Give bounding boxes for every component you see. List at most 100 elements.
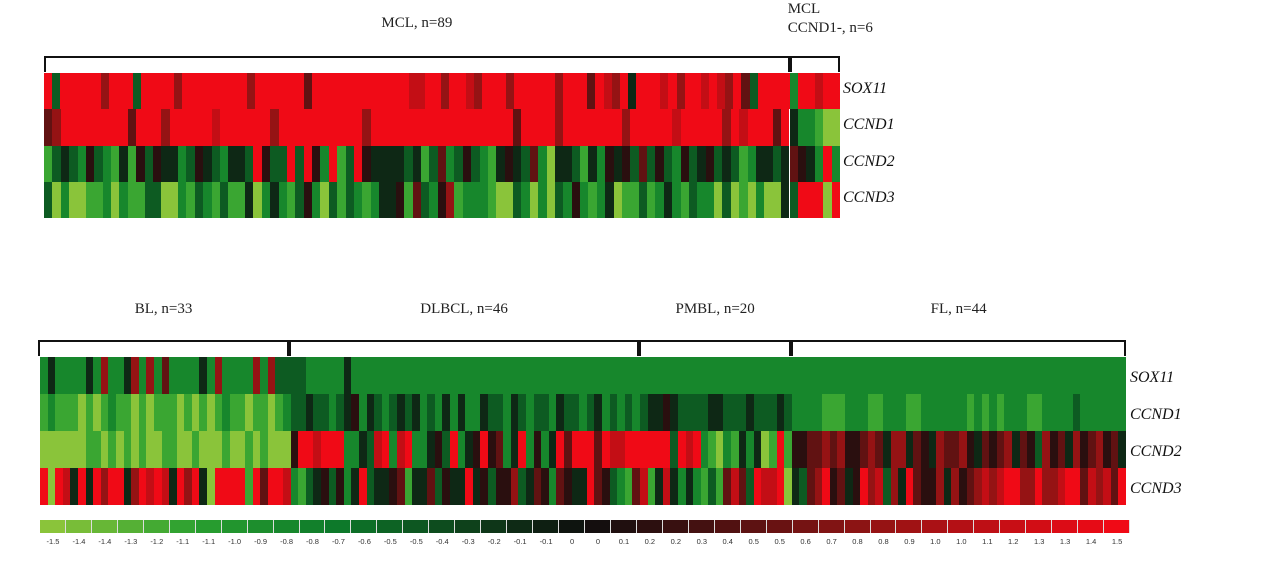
heatmap-cell [951, 394, 959, 431]
scale-label: 0.5 [774, 537, 785, 546]
heatmap-cell [222, 357, 230, 394]
heatmap-cell [60, 181, 70, 218]
heatmap-cell [146, 357, 154, 394]
heatmap-cell [588, 181, 597, 218]
heatmap-cell [1050, 357, 1058, 394]
heatmap-cell [814, 394, 823, 431]
heatmap-cell [479, 145, 488, 182]
heatmap-cell [670, 394, 678, 431]
heatmap-cell [157, 73, 166, 110]
scale-label: -0.4 [435, 537, 449, 546]
heatmap-cell [533, 394, 542, 431]
heatmap-cell [184, 468, 192, 505]
heatmap-cell [362, 109, 371, 146]
heatmap-cell [521, 145, 530, 182]
heatmap-cell [252, 357, 261, 394]
heatmap-cell [791, 394, 800, 431]
gene-label: CCND1 [1130, 405, 1182, 423]
heatmap-cell [343, 468, 352, 505]
heatmap-cell [769, 357, 777, 394]
heatmap-cell [47, 357, 56, 394]
heatmap-cell [769, 394, 777, 431]
heatmap-cell [693, 357, 701, 394]
heatmap-cell [62, 357, 71, 394]
heatmap-cell [890, 431, 899, 468]
heatmap-cell [119, 181, 128, 218]
heatmap-cell [538, 145, 547, 182]
heatmap-cell [510, 357, 519, 394]
heatmap-cell [389, 431, 397, 468]
heatmap-cell [429, 109, 438, 146]
heatmap-cell [203, 145, 212, 182]
sample-group: MCL CCND1-, n=6 [788, 0, 873, 72]
heatmap-cell [905, 394, 914, 431]
heatmap-cell [1118, 468, 1126, 505]
scale-step: -0.9 [247, 520, 274, 546]
heatmap-cell [169, 468, 177, 505]
scale-step: 0.2 [636, 520, 663, 546]
heatmap-cell [518, 394, 527, 431]
heatmap-cell [660, 73, 669, 110]
heatmap-cell [1118, 394, 1126, 431]
heatmap-cell [169, 357, 177, 394]
heatmap-cell [1095, 357, 1104, 394]
heatmap-cell [913, 394, 921, 431]
heatmap-cell [252, 394, 261, 431]
heatmap-cell [479, 109, 488, 146]
heatmap-cell [586, 431, 595, 468]
heatmap-cell [55, 394, 63, 431]
scale-swatch [818, 520, 845, 533]
heatmap-cell [153, 468, 162, 505]
heatmap-cell [328, 468, 337, 505]
heatmap-cell [639, 468, 648, 505]
heatmap-cell [271, 73, 280, 110]
heatmap-cell [146, 431, 154, 468]
heatmap-cell [715, 431, 724, 468]
heatmap-cell [814, 431, 823, 468]
heatmap-cell [613, 181, 622, 218]
heatmap-cell [905, 468, 914, 505]
heatmap-cell [829, 357, 838, 394]
heatmap-cell [228, 109, 237, 146]
group-label: FL, n=44 [930, 301, 987, 317]
heatmap-cell [981, 468, 990, 505]
heatmap-cell [989, 468, 997, 505]
heatmap-cell [632, 357, 640, 394]
heatmap-cell [700, 468, 709, 505]
heatmap-cell [739, 181, 748, 218]
heatmap-cell [425, 73, 434, 110]
heatmap-cell [199, 468, 208, 505]
heatmap-cell [270, 181, 279, 218]
scale-step: 0.1 [610, 520, 637, 546]
heatmap-cell [875, 468, 883, 505]
group-segment [791, 394, 1126, 431]
heatmap-cell [746, 394, 754, 431]
heatmap-cell [488, 394, 496, 431]
heatmap-cell [1027, 394, 1035, 431]
heatmap-cell [260, 431, 268, 468]
heatmap-cell [374, 468, 382, 505]
scale-label: 1.3 [1033, 537, 1045, 546]
sample-group: BL, n=33 [38, 300, 290, 356]
heatmap-cell [723, 431, 732, 468]
heatmap-cell [693, 468, 701, 505]
heatmap-cell [136, 181, 145, 218]
group-label: DLBCL, n=46 [420, 301, 508, 317]
heatmap-cell [580, 181, 589, 218]
scale-swatch [896, 520, 923, 533]
heatmap-cell [313, 468, 321, 505]
heatmap-cell [457, 357, 466, 394]
heatmap-cell [335, 73, 345, 110]
heatmap-cell [427, 357, 435, 394]
heatmap-cell [305, 431, 314, 468]
heatmap-cell [632, 468, 640, 505]
group-segment [290, 357, 640, 394]
heatmap-cell [755, 145, 765, 182]
heatmap-cell [595, 73, 604, 110]
heatmap-cell [594, 468, 602, 505]
heatmap-cell [708, 468, 716, 505]
heatmap-cell [246, 73, 255, 110]
heatmap-cell [943, 394, 952, 431]
heatmap-cell [260, 468, 268, 505]
heatmap-cell [457, 431, 466, 468]
